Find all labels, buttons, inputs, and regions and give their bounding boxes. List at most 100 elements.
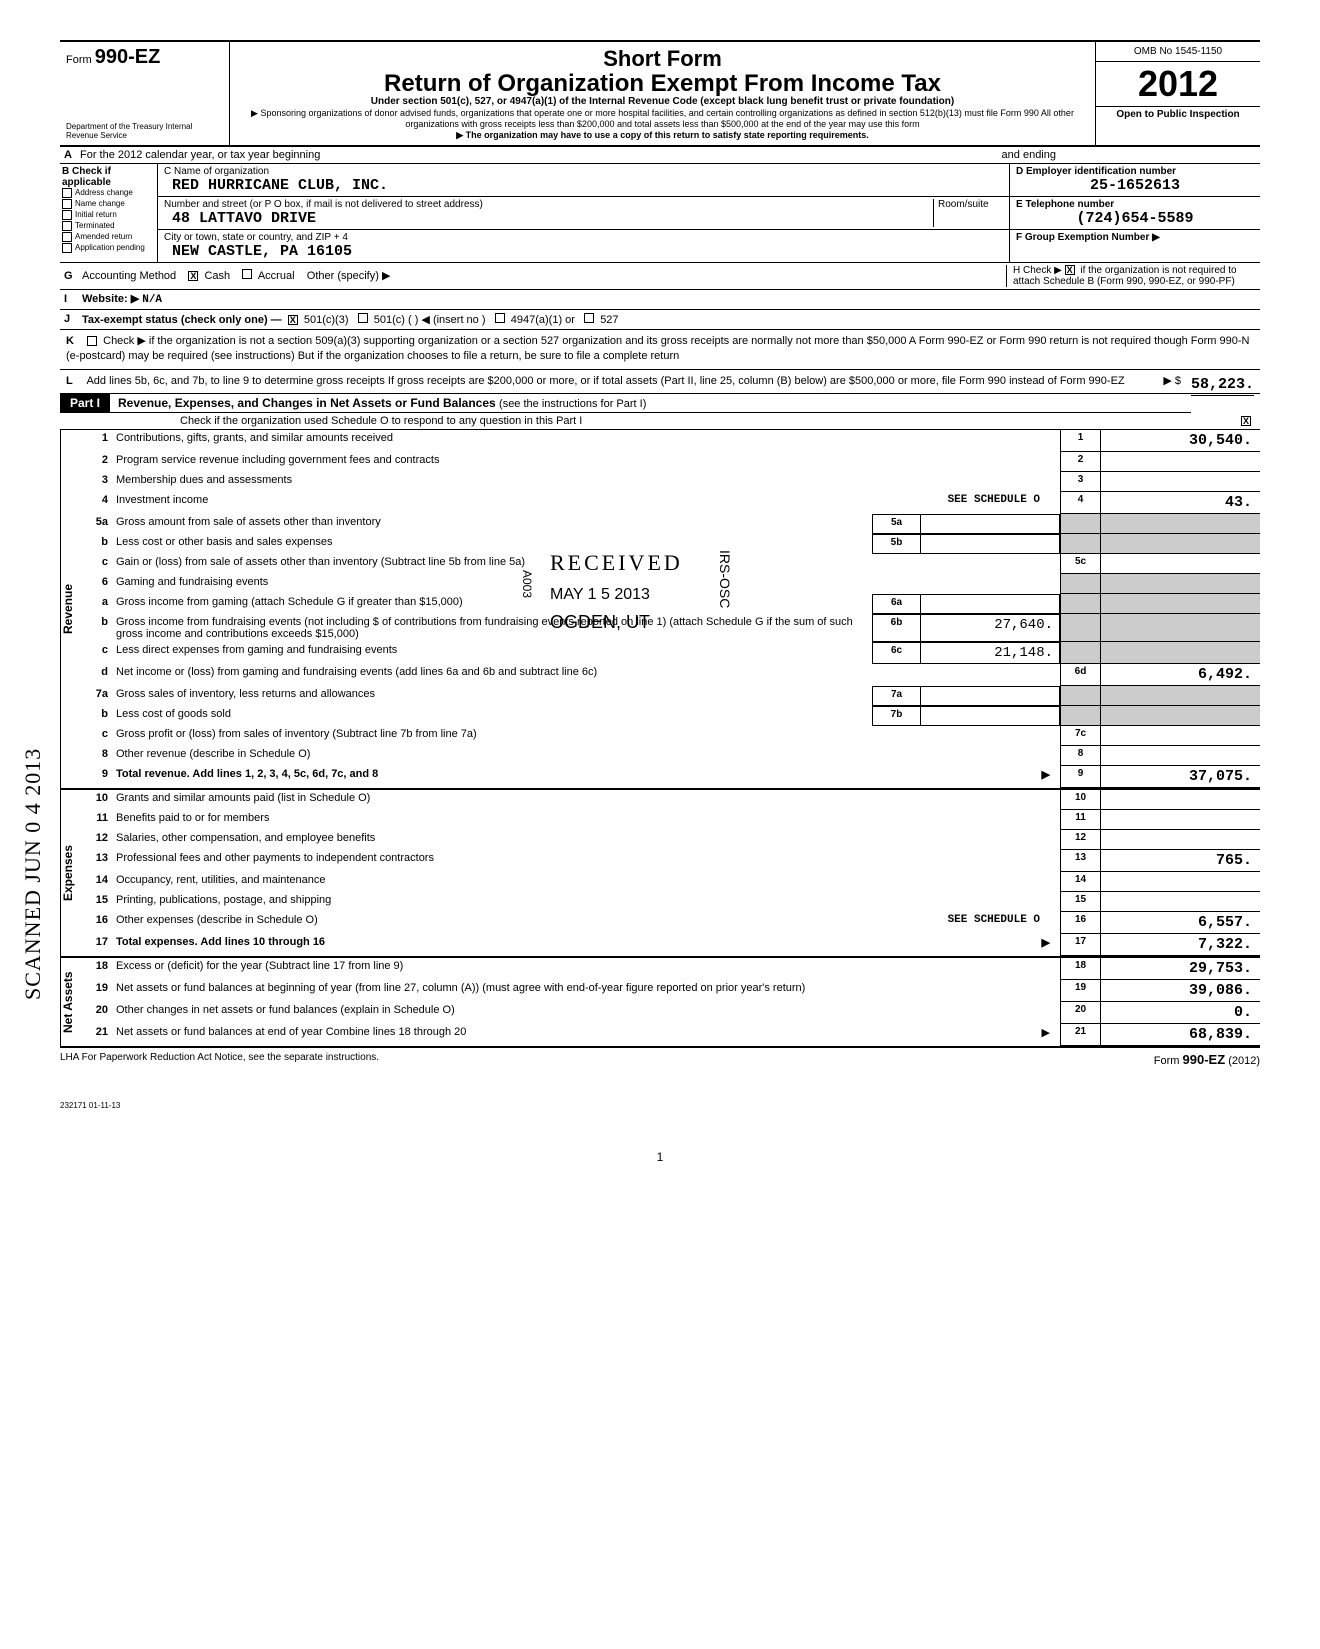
letter-a: A xyxy=(64,149,80,161)
row-l-text: Add lines 5b, 6c, and 7b, to line 9 to d… xyxy=(86,375,1124,387)
line-20: 20Other changes in net assets or fund ba… xyxy=(80,1002,1260,1024)
right-cell-num: 12 xyxy=(1060,830,1100,850)
line-num: 8 xyxy=(80,746,112,766)
line-num: 19 xyxy=(80,980,112,1002)
line-4: 4Investment incomeSEE SCHEDULE O443. xyxy=(80,492,1260,514)
line-num: b xyxy=(80,534,112,554)
cb-527[interactable] xyxy=(584,313,594,323)
part1-header: Part I Revenue, Expenses, and Changes in… xyxy=(60,394,1191,413)
arrow-icon: ▶ xyxy=(1042,1026,1050,1039)
cb-accrual[interactable] xyxy=(242,269,252,279)
line-num: c xyxy=(80,554,112,574)
arrow-icon: ▶ xyxy=(1042,936,1050,949)
line-5c: cGain or (loss) from sale of assets othe… xyxy=(80,554,1260,574)
inner-cell-num: 6c xyxy=(872,642,920,664)
line-1: 1Contributions, gifts, grants, and simil… xyxy=(80,430,1260,452)
vert-expenses: Expenses xyxy=(60,790,80,956)
lbl-name-change: Name change xyxy=(75,199,125,208)
cb-501c[interactable] xyxy=(358,313,368,323)
inner-cell-val xyxy=(920,534,1060,554)
b-header: Check if applicable xyxy=(62,166,111,188)
lbl-application-pending: Application pending xyxy=(75,243,145,252)
cb-k[interactable] xyxy=(87,336,97,346)
grey-cell xyxy=(1060,514,1100,534)
line-desc: Gaming and fundraising events xyxy=(112,574,1060,594)
line-num: 20 xyxy=(80,1002,112,1024)
form-header: Form 990-EZ Department of the Treasury I… xyxy=(60,42,1260,147)
tax-exempt-label: Tax-exempt status (check only one) — xyxy=(82,314,282,326)
footer-formno: 990-EZ xyxy=(1183,1052,1226,1067)
grey-cell xyxy=(1060,594,1100,614)
line-num: 17 xyxy=(80,934,112,956)
cb-4947[interactable] xyxy=(495,313,505,323)
row-l-arrow: ▶ $ xyxy=(1163,374,1181,389)
cb-h-not-required[interactable] xyxy=(1065,265,1075,275)
right-cell-num: 2 xyxy=(1060,452,1100,472)
lbl-501c: 501(c) ( xyxy=(374,314,412,326)
line-desc: Contributions, gifts, grants, and simila… xyxy=(112,430,1060,452)
see-schedule-o: SEE SCHEDULE O xyxy=(948,914,1040,926)
right-cell-val xyxy=(1100,554,1260,574)
right-cell-val: 29,753. xyxy=(1100,958,1260,980)
cb-address-change[interactable] xyxy=(62,188,72,198)
org-name-value: RED HURRICANE CLUB, INC. xyxy=(164,177,1003,194)
subtitle-sponsoring: ▶ Sponsoring organizations of donor advi… xyxy=(238,108,1087,130)
cb-schedule-o[interactable] xyxy=(1241,416,1251,426)
inner-cell-num: 7a xyxy=(872,686,920,706)
right-cell-val: 0. xyxy=(1100,1002,1260,1024)
line-num: 4 xyxy=(80,492,112,514)
line-desc: Less cost or other basis and sales expen… xyxy=(112,534,872,554)
cb-application-pending[interactable] xyxy=(62,243,72,253)
line-6c: cLess direct expenses from gaming and fu… xyxy=(80,642,1260,664)
lbl-address-change: Address change xyxy=(75,188,133,197)
omb-number: OMB No 1545-1150 xyxy=(1096,42,1260,62)
inner-cell-val xyxy=(920,686,1060,706)
line-2: 2Program service revenue including gover… xyxy=(80,452,1260,472)
line-desc: Occupancy, rent, utilities, and maintena… xyxy=(112,872,1060,892)
cb-terminated[interactable] xyxy=(62,221,72,231)
line-num: a xyxy=(80,594,112,614)
inner-cell-val: 27,640. xyxy=(920,614,1060,642)
line-desc: Printing, publications, postage, and shi… xyxy=(112,892,1060,912)
inner-cell-val xyxy=(920,594,1060,614)
right-cell-val xyxy=(1100,472,1260,492)
line-16: 16Other expenses (describe in Schedule O… xyxy=(80,912,1260,934)
cb-501c3[interactable] xyxy=(288,315,298,325)
line-num: c xyxy=(80,726,112,746)
row-a-text: For the 2012 calendar year, or tax year … xyxy=(80,149,320,161)
line-9: 9Total revenue. Add lines 1, 2, 3, 4, 5c… xyxy=(80,766,1260,788)
lbl-other-specify: Other (specify) ▶ xyxy=(307,270,391,282)
cb-amended[interactable] xyxy=(62,232,72,242)
line-num: 10 xyxy=(80,790,112,810)
scanned-stamp: SCANNED JUN 0 4 2013 xyxy=(20,748,46,1000)
line-num: 9 xyxy=(80,766,112,788)
line-5a: 5aGross amount from sale of assets other… xyxy=(80,514,1260,534)
inner-cell-val xyxy=(920,706,1060,726)
part1-check-o: Check if the organization used Schedule … xyxy=(60,413,1260,430)
line-num: 6 xyxy=(80,574,112,594)
line-7a: 7aGross sales of inventory, less returns… xyxy=(80,686,1260,706)
accounting-method-label: Accounting Method xyxy=(82,270,176,282)
line-desc: Less cost of goods sold xyxy=(112,706,872,726)
h-check-label: H Check ▶ xyxy=(1013,265,1062,276)
cb-name-change[interactable] xyxy=(62,199,72,209)
line-6: 6Gaming and fundraising events xyxy=(80,574,1260,594)
right-cell-num: 10 xyxy=(1060,790,1100,810)
line-num: 15 xyxy=(80,892,112,912)
expenses-section: Expenses 10Grants and similar amounts pa… xyxy=(60,790,1260,958)
header-left: Form 990-EZ Department of the Treasury I… xyxy=(60,42,230,145)
line-desc: Excess or (deficit) for the year (Subtra… xyxy=(112,958,1060,980)
line-8: 8Other revenue (describe in Schedule O)8 xyxy=(80,746,1260,766)
lbl-terminated: Terminated xyxy=(75,221,115,230)
line-desc: Total revenue. Add lines 1, 2, 3, 4, 5c,… xyxy=(112,766,1060,788)
right-cell-num: 13 xyxy=(1060,850,1100,872)
letter-l: L xyxy=(66,374,84,389)
cb-cash[interactable] xyxy=(188,271,198,281)
inner-cell-val xyxy=(920,514,1060,534)
line-num: b xyxy=(80,614,112,642)
row-j: J Tax-exempt status (check only one) — 5… xyxy=(60,310,1260,330)
line-6d: dNet income or (loss) from gaming and fu… xyxy=(80,664,1260,686)
grey-cell xyxy=(1100,514,1260,534)
cb-initial-return[interactable] xyxy=(62,210,72,220)
addr-value: 48 LATTAVO DRIVE xyxy=(164,210,933,227)
